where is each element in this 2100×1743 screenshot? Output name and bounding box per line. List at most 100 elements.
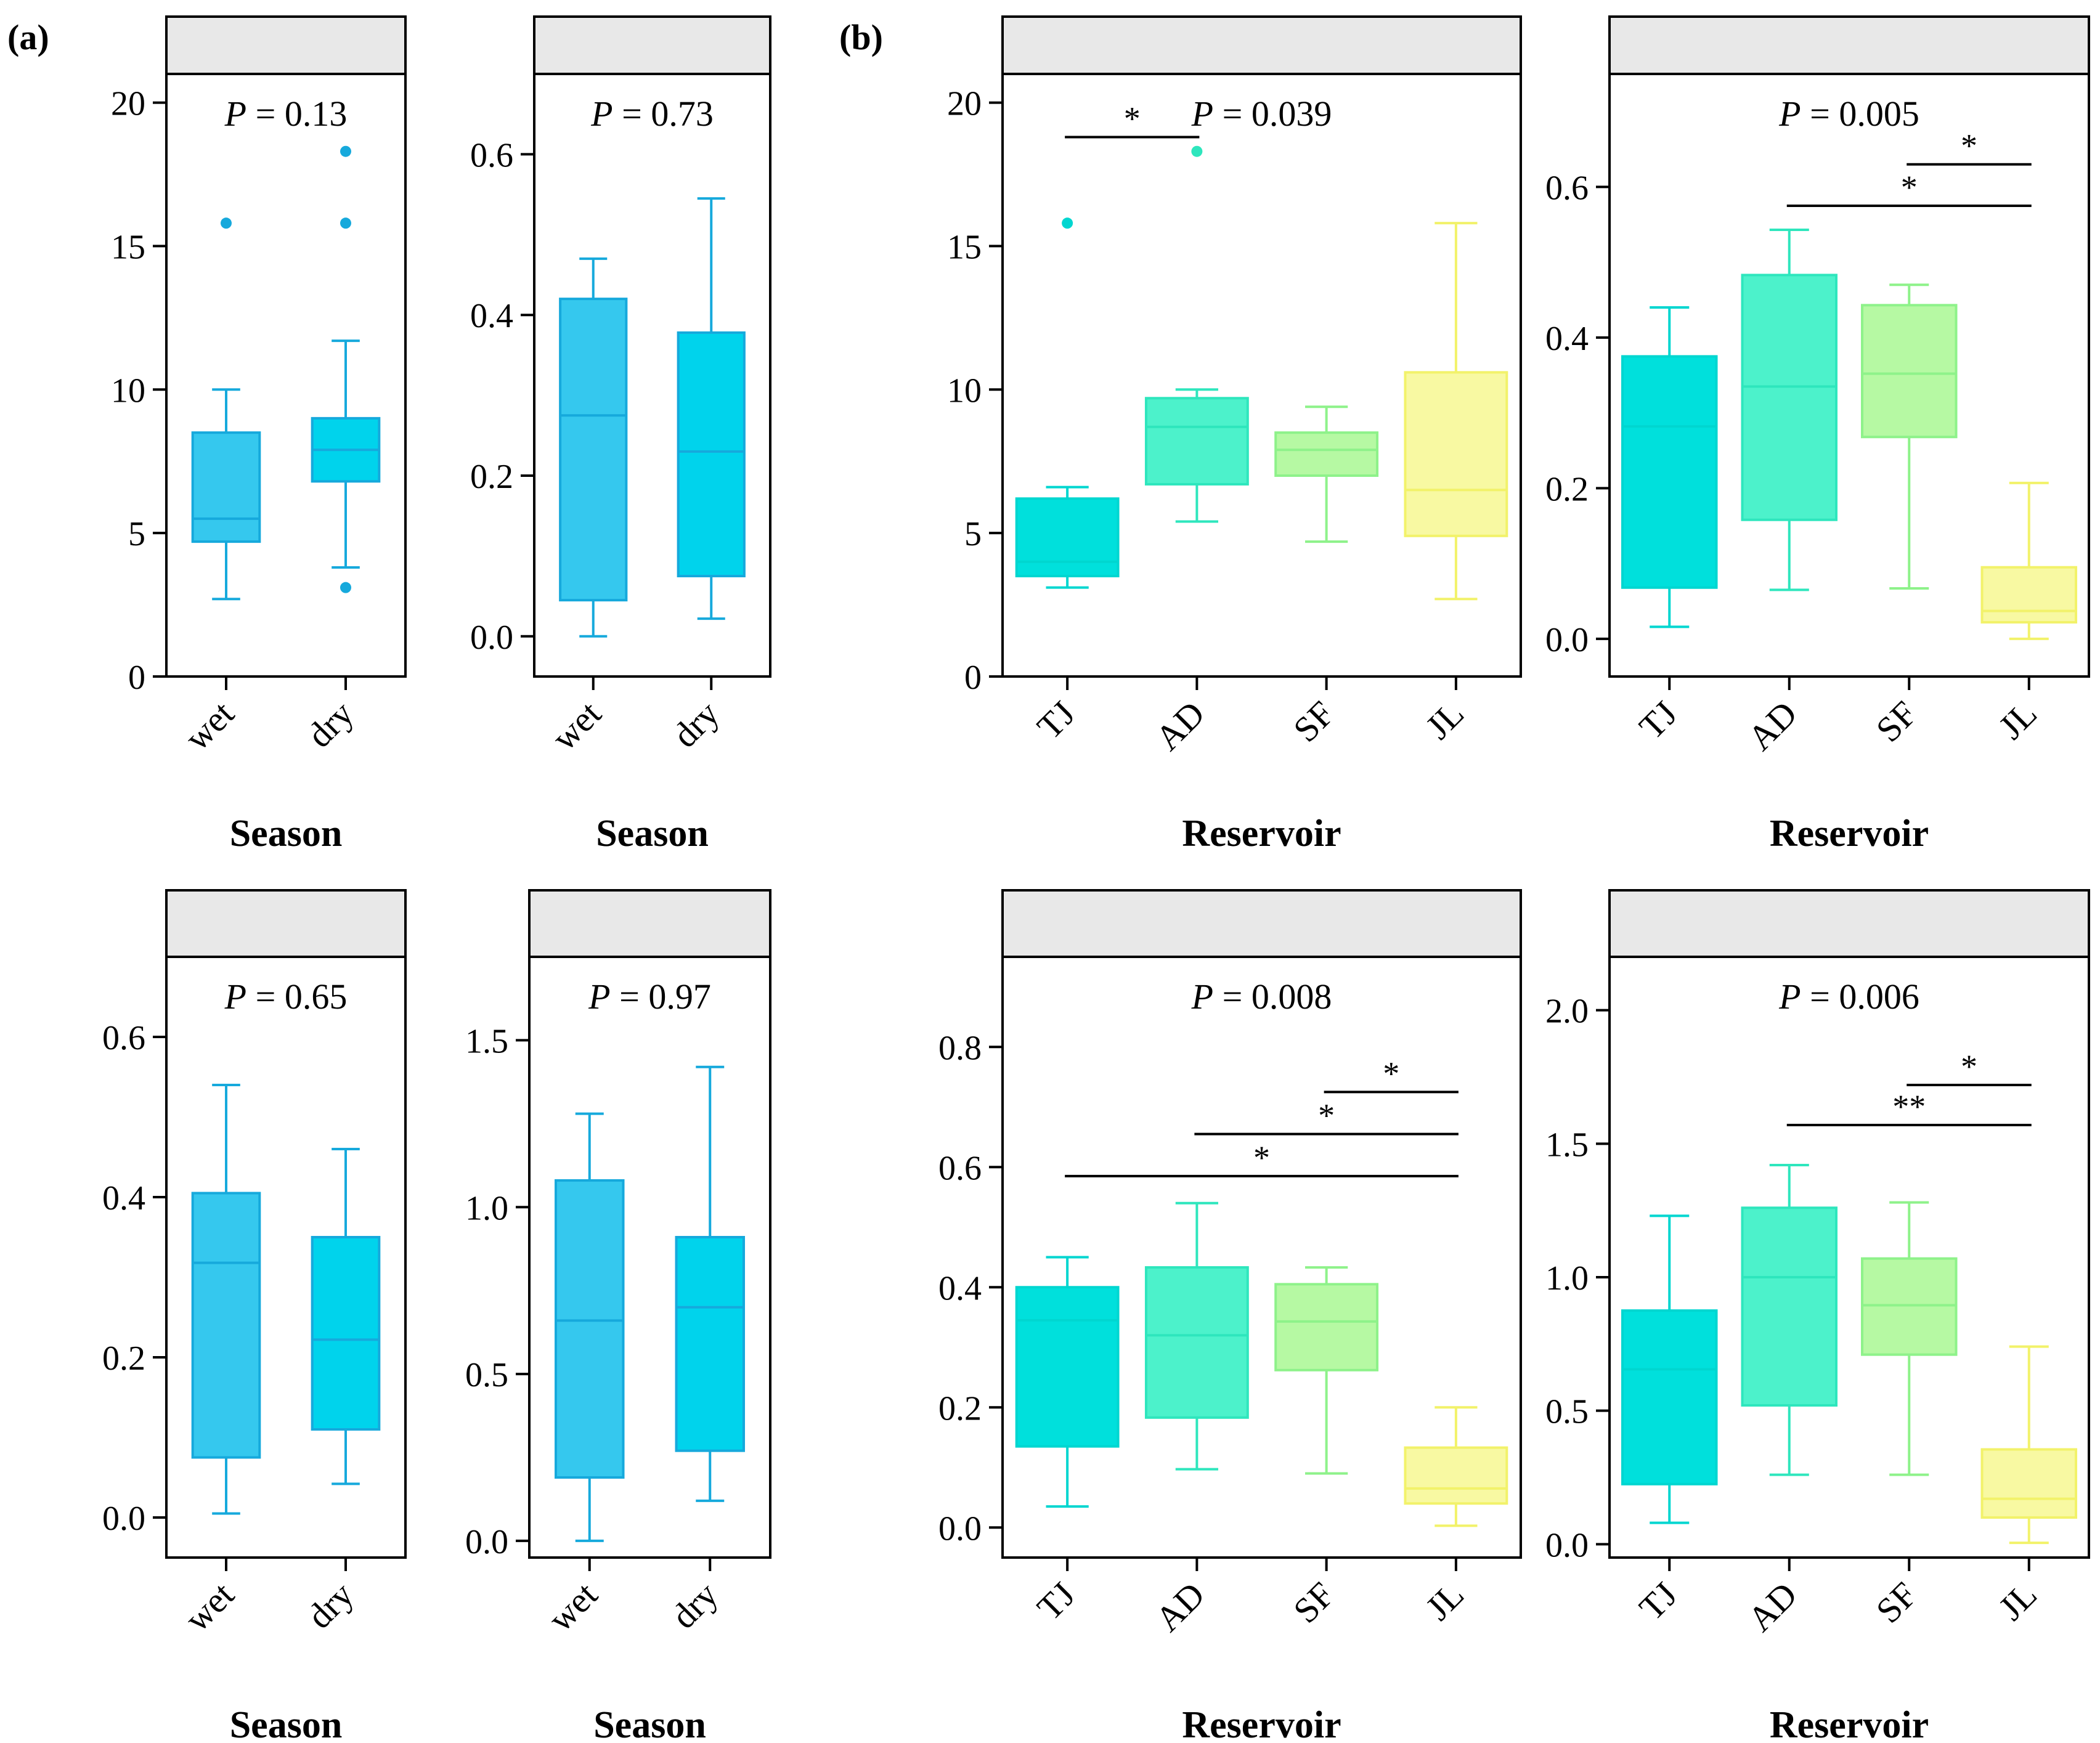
facet-strip [1001,889,1522,958]
box-SF [1861,283,1958,590]
facet-strip [533,15,771,75]
x-axis-title: Season [230,813,343,855]
plot-frame [533,73,771,678]
outlier-point [340,145,351,157]
plot-frame [528,956,771,1559]
box-SF [1861,1201,1958,1476]
box-iqr [191,1192,261,1459]
box-iqr [1144,1266,1249,1419]
y-tick-label: 0.0 [102,1500,145,1538]
x-tick-label: TJ [1631,1574,1685,1628]
x-tick-label: dry [665,693,727,755]
panel-a-chao1: P = 0.13 0 5 10 15 20 wet dry Season [111,15,407,855]
outlier-point [221,217,232,229]
significance-label: * [1124,100,1141,137]
y-tick-label: 1.0 [1545,1259,1589,1298]
x-tick-label: JL [1991,1574,2045,1628]
panel-b-pielou: P = 0.008 0.0 0.2 0.4 0.6 0.8 TJ AD SF JL Reservoi… [938,889,1522,1743]
box-AD [1144,1201,1249,1471]
plot-frame [165,73,407,678]
box-iqr [1621,355,1718,589]
y-tick-label: 0.8 [938,1029,982,1067]
box-iqr [677,331,746,577]
box-iqr [1980,566,2077,624]
box-dry [311,145,381,593]
plot-frame [1608,73,2090,678]
outlier-point [340,217,351,229]
x-tick-label: wet [177,1574,242,1639]
box-iqr [559,298,628,602]
x-tick-label: SF [1868,1574,1925,1631]
facet-strip [165,889,407,958]
x-axis-title: Season [593,1704,706,1743]
panel-a-pielou: P = 0.65 0.0 0.2 0.4 0.6 wet dry Season [102,889,407,1743]
box-iqr [311,1236,381,1431]
box-AD [1741,1164,1837,1476]
y-tick-label: 0.2 [1545,470,1589,508]
box-wet [555,1112,625,1542]
box-dry [675,1065,745,1502]
box-JL [1980,1345,2077,1545]
p-value-number: = 0.005 [1801,94,1919,134]
p-value-text: P = 0.97 [588,977,711,1017]
panel-b-chao1: P = 0.039 0 5 10 15 20 TJ AD SF JL Reservoir * [947,15,1522,855]
p-value-text: P = 0.13 [224,94,348,134]
box-iqr [1274,1283,1379,1371]
box-iqr [1980,1448,2077,1519]
box-JL [1404,1406,1508,1527]
y-tick-label: 0 [964,659,982,697]
p-value-symbol: P [224,94,246,134]
x-tick-label: AD [1740,1574,1805,1639]
box-iqr [1404,371,1508,537]
p-value-number: = 0.039 [1213,94,1332,134]
x-tick-label: wet [177,693,242,758]
p-value-number: = 0.008 [1213,977,1332,1017]
facet-strip [1001,15,1522,75]
x-tick-label: JL [1418,1574,1471,1628]
y-tick-label: 0.0 [470,619,513,657]
p-value-text: P = 0.039 [1191,94,1332,134]
plot-frame [1608,956,2090,1559]
box-iqr [1861,304,1958,439]
box-iqr [1741,1206,1837,1407]
x-tick-label: dry [299,693,362,755]
box-iqr [1015,497,1120,577]
box-wet [559,257,628,638]
box-TJ [1621,306,1718,628]
y-tick-label: 2.0 [1545,993,1589,1031]
x-axis-title: Season [230,1704,343,1743]
box-SF [1274,405,1379,543]
y-tick-label: 10 [947,372,982,410]
y-tick-label: 0.2 [470,458,513,496]
y-tick-label: 1.5 [465,1022,508,1060]
y-tick-label: 0.5 [1545,1393,1589,1431]
facet-strip [528,889,771,958]
x-tick-label: JL [1991,693,2045,747]
box-JL [1404,222,1508,601]
plot-frame [165,956,407,1559]
p-value-text: P = 0.005 [1778,94,1919,134]
p-value-symbol: P [1191,94,1213,134]
x-tick-label: TJ [1631,693,1685,747]
y-tick-label: 5 [964,515,982,553]
p-value-number: = 0.006 [1801,977,1919,1017]
x-tick-label: wet [544,693,609,758]
significance-label: * [1961,1048,1977,1085]
p-value-symbol: P [590,94,612,134]
y-tick-label: 0.6 [470,136,513,174]
p-value-text: P = 0.65 [224,977,348,1017]
y-tick-label: 0.4 [102,1179,145,1217]
y-tick-label: 0.0 [465,1523,508,1561]
x-tick-label: dry [299,1574,362,1636]
significance-label: ** [1892,1088,1926,1125]
box-iqr [555,1179,625,1479]
x-tick-label: wet [540,1574,605,1639]
box-SF [1274,1266,1379,1475]
x-tick-label: SF [1285,1574,1342,1631]
box-wet [191,1084,261,1515]
p-value-symbol: P [1778,977,1801,1017]
y-tick-label: 15 [111,228,145,266]
p-value-number: = 0.13 [246,94,347,134]
panel-b-simpson: P = 0.005 0.0 0.2 0.4 0.6 TJ AD SF JL Reservoir * * [1545,15,2090,855]
